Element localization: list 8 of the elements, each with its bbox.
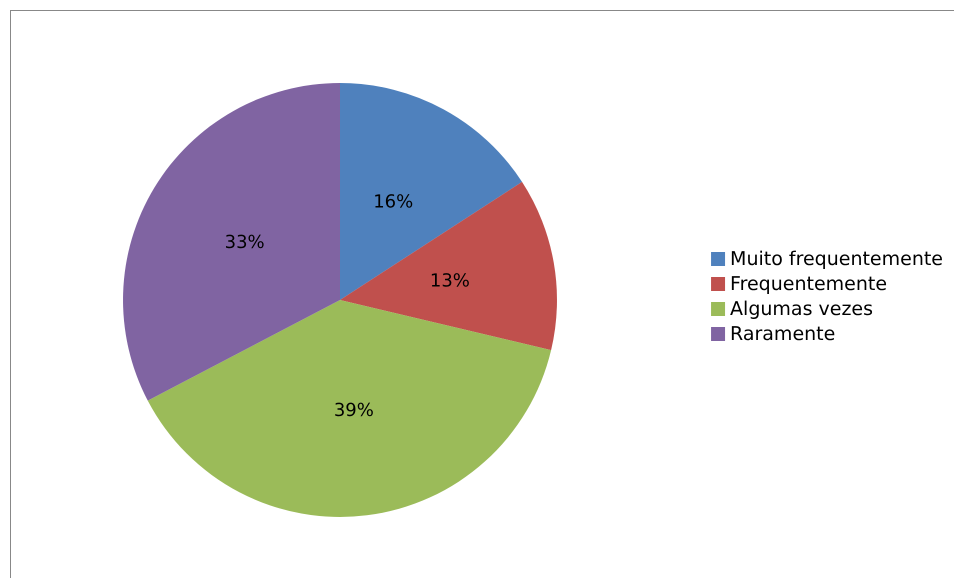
legend-label: Algumas vezes <box>730 298 874 320</box>
legend-label: Muito frequentemente <box>730 248 943 270</box>
legend-label: Frequentemente <box>730 273 888 295</box>
data-label: 33% <box>224 232 265 253</box>
data-label: 13% <box>430 270 470 292</box>
legend-label: Raramente <box>730 323 836 345</box>
data-label: 16% <box>373 192 414 213</box>
data-label: 39% <box>334 400 374 422</box>
